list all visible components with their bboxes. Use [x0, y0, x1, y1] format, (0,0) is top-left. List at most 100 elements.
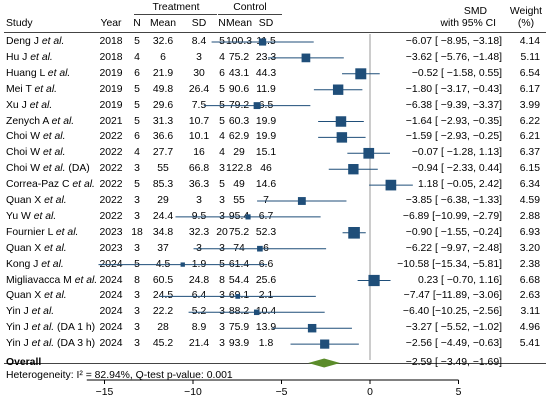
cell-study: Kong J et al. — [6, 258, 64, 270]
cell-s1: 26.4 — [188, 83, 210, 95]
cell-year: 2018 — [99, 36, 123, 47]
cell-w: 4.96 — [519, 322, 540, 334]
cell-ci: −3.27 [ −5.52, −1.02] — [405, 322, 502, 334]
cell-m2: 29 — [233, 147, 245, 159]
effect-marker — [385, 179, 397, 191]
cell-ci: −7.47 [−11.89, −3.06] — [403, 290, 502, 302]
cell-w: 6.34 — [519, 179, 540, 191]
cell-ci: −6.40 [−10.25, −2.56] — [402, 306, 502, 318]
cell-s2: 6.6 — [258, 258, 274, 270]
cell-s1: 16 — [193, 147, 205, 159]
cell-m2: 43.1 — [228, 67, 250, 79]
cell-s1: 36.3 — [188, 179, 210, 191]
control-mean-header: Mean — [226, 18, 252, 29]
cell-ci: −0.94 [ −2.33, 0.44] — [411, 163, 502, 175]
cell-s1: 6.4 — [191, 290, 207, 302]
cell-w: 4.14 — [519, 36, 540, 47]
cell-w: 6.68 — [519, 274, 540, 286]
cell-m1: 34.8 — [152, 226, 174, 238]
effect-marker — [180, 262, 185, 267]
cell-s1: 8.4 — [191, 36, 207, 47]
effect-marker — [257, 245, 263, 252]
cell-s1: 3 — [196, 195, 202, 206]
control-sd-header: SD — [258, 18, 274, 29]
header-rule — [4, 32, 546, 33]
effect-marker — [235, 294, 241, 299]
cell-n1: 18 — [131, 226, 143, 238]
cell-s1: 10.1 — [188, 131, 210, 143]
cell-year: 2024 — [99, 258, 123, 270]
cell-n1: 3 — [134, 242, 140, 254]
cell-m1: 55 — [157, 163, 169, 175]
cell-n2: 8 — [219, 274, 225, 286]
cell-study: Yin J et al. (DA 3 h) — [6, 338, 96, 350]
cell-m1: 24.4 — [152, 210, 174, 222]
cell-m1: 37 — [157, 242, 169, 254]
cell-study: Quan X et al. — [6, 290, 67, 302]
cell-study: Yu W et al. — [6, 210, 57, 222]
cell-ci: −0.90 [ −1.55, −0.24] — [405, 226, 502, 238]
cell-year: 2024 — [99, 290, 123, 302]
cell-n1: 3 — [134, 290, 140, 302]
cell-year: 2024 — [99, 322, 123, 334]
cell-study: Xu J et al. — [6, 99, 53, 111]
cell-s2: 13.9 — [255, 322, 277, 334]
cell-n1: 6 — [134, 131, 140, 143]
smd-header: SMD — [463, 6, 487, 17]
cell-m2: 75.9 — [228, 322, 250, 334]
cell-year: 2022 — [99, 210, 123, 222]
cell-ci: −0.07 [ −1.28, 1.13] — [411, 147, 502, 159]
cell-ci: 0.23 [ −0.70, 1.16] — [417, 274, 502, 286]
cell-s2: 25.6 — [255, 274, 277, 286]
cell-study: Migliavacca M et al. — [6, 274, 98, 286]
cell-n1: 5 — [134, 179, 140, 191]
cell-year: 2022 — [99, 179, 123, 191]
cell-n2: 3 — [219, 290, 225, 302]
cell-study: Choi W et al. — [6, 131, 66, 143]
cell-m2: 93.9 — [228, 338, 250, 350]
cell-ci: −0.52 [ −1.58, 0.55] — [411, 67, 502, 79]
treatment-sd-header: SD — [191, 18, 207, 29]
control-n-header: N — [218, 18, 226, 29]
cell-m2: 55 — [233, 195, 245, 206]
cell-s2: 2.1 — [258, 290, 274, 302]
cell-n1: 5 — [134, 258, 140, 270]
treatment-mean-header: Mean — [150, 18, 176, 29]
cell-s1: 30 — [193, 67, 205, 79]
cell-w: 2.38 — [519, 258, 540, 270]
cell-n2: 5 — [219, 258, 225, 270]
cell-study: Mei T et al. — [6, 83, 58, 95]
cell-n2: 3 — [219, 163, 225, 175]
cell-n2: 20 — [216, 226, 228, 238]
cell-n1: 5 — [134, 83, 140, 95]
cell-ci: −3.62 [ −5.76, −1.48] — [405, 51, 502, 63]
cell-n1: 3 — [134, 163, 140, 175]
cell-m1: 29.6 — [152, 99, 174, 111]
cell-w: 6.21 — [519, 131, 540, 143]
cell-s2: 19.9 — [255, 131, 277, 143]
cell-year: 2019 — [99, 83, 123, 95]
cell-s2: 44.3 — [255, 67, 277, 79]
cell-m2: 75.2 — [228, 226, 250, 238]
cell-ci: −3.85 [ −6.38, −1.33] — [405, 195, 502, 206]
cell-w: 3.99 — [519, 99, 540, 111]
overall-ci: −2.59 [ −3.49, −1.69] — [405, 357, 502, 368]
cell-n2: 5 — [219, 99, 225, 111]
cell-w: 5.41 — [519, 338, 540, 350]
cell-m2: 54.4 — [228, 274, 250, 286]
cell-s2: 14.6 — [255, 179, 277, 191]
cell-w: 2.63 — [519, 290, 540, 302]
cell-year: 2024 — [99, 274, 123, 286]
cell-n2: 3 — [219, 210, 225, 222]
cell-year: 2019 — [99, 67, 123, 79]
cell-m1: 27.7 — [152, 147, 174, 159]
cell-study: Quan X et al. — [6, 195, 67, 206]
cell-m1: 22.2 — [152, 306, 174, 318]
effect-marker — [363, 147, 375, 159]
cell-n1: 6 — [134, 67, 140, 79]
cell-n2: 4 — [219, 131, 225, 143]
year-header: Year — [100, 18, 122, 29]
cell-n2: 3 — [219, 242, 225, 254]
overall-label: Overall — [6, 357, 42, 368]
cell-s2: 6 — [263, 242, 269, 254]
